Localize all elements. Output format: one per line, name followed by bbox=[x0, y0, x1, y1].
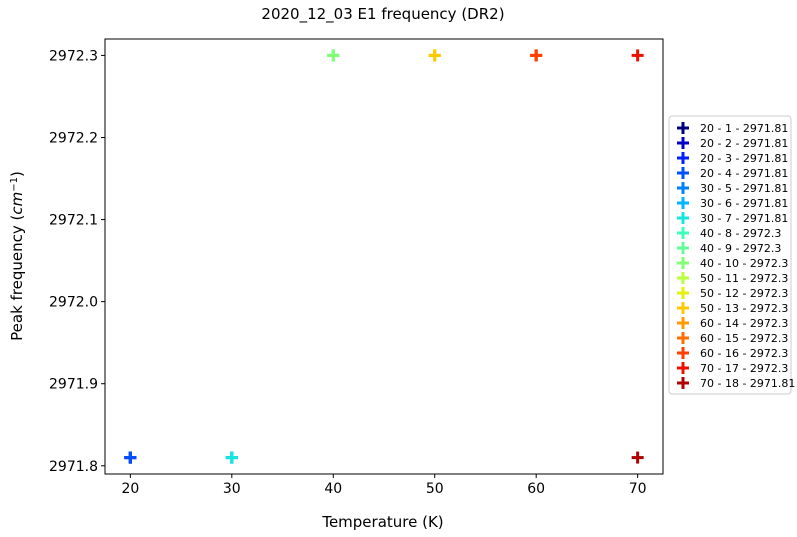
legend-label: 20 - 2 - 2971.81 bbox=[700, 137, 788, 150]
legend-label: 70 - 17 - 2972.3 bbox=[700, 362, 788, 375]
legend-entry: 30 - 6 - 2971.81 bbox=[677, 197, 788, 210]
data-markers bbox=[124, 49, 644, 464]
legend-entry: 50 - 12 - 2972.3 bbox=[677, 287, 788, 300]
y-axis-title-prefix: Peak frequency ( bbox=[8, 215, 26, 341]
legend-label: 70 - 18 - 2971.81 bbox=[700, 377, 795, 390]
legend-label: 50 - 12 - 2972.3 bbox=[700, 287, 788, 300]
legend-label: 30 - 6 - 2971.81 bbox=[700, 197, 788, 210]
legend-entry: 50 - 11 - 2972.3 bbox=[677, 272, 788, 285]
data-point-13 bbox=[428, 49, 441, 62]
y-axis-title-suffix: ) bbox=[8, 171, 26, 177]
plot-frame bbox=[104, 38, 664, 475]
legend-entry: 40 - 10 - 2972.3 bbox=[677, 257, 788, 270]
x-tick-label: 60 bbox=[527, 481, 545, 497]
data-point-18 bbox=[631, 451, 644, 464]
legend-entry: 20 - 4 - 2971.81 bbox=[677, 167, 788, 180]
y-axis-ticks: 2971.8 2971.9 2972.0 2972.1 2972.2 2972.3 bbox=[49, 48, 105, 475]
legend-label: 60 - 14 - 2972.3 bbox=[700, 317, 788, 330]
y-axis-title-unit: cm bbox=[8, 192, 26, 215]
legend-entry: 30 - 5 - 2971.81 bbox=[677, 182, 788, 195]
legend-entry: 70 - 18 - 2971.81 bbox=[677, 377, 795, 390]
legend-frame bbox=[668, 115, 792, 395]
legend-entry: 60 - 15 - 2972.3 bbox=[677, 332, 788, 345]
legend-entry: 20 - 2 - 2971.81 bbox=[677, 137, 788, 150]
legend-label: 40 - 10 - 2972.3 bbox=[700, 257, 788, 270]
legend-entry: 50 - 13 - 2972.3 bbox=[677, 302, 788, 315]
data-point-4 bbox=[124, 451, 137, 464]
y-tick-label: 2972.0 bbox=[49, 295, 98, 311]
legend-label: 60 - 16 - 2972.3 bbox=[700, 347, 788, 360]
legend-entry: 60 - 16 - 2972.3 bbox=[677, 347, 788, 360]
x-tick-label: 70 bbox=[629, 481, 647, 497]
y-axis-title-exponent: −1 bbox=[9, 177, 20, 192]
y-tick-label: 2972.1 bbox=[49, 213, 98, 229]
data-point-17 bbox=[631, 49, 644, 62]
x-tick-label: 50 bbox=[426, 481, 444, 497]
x-tick-label: 40 bbox=[324, 481, 342, 497]
legend-label: 60 - 15 - 2972.3 bbox=[700, 332, 788, 345]
x-axis-title: Temperature (K) bbox=[321, 513, 443, 531]
legend-entry: 20 - 3 - 2971.81 bbox=[677, 152, 788, 165]
legend-entry: 70 - 17 - 2972.3 bbox=[677, 362, 788, 375]
legend-label: 30 - 7 - 2971.81 bbox=[700, 212, 788, 225]
legend-label: 50 - 11 - 2972.3 bbox=[700, 272, 788, 285]
legend-entry: 60 - 14 - 2972.3 bbox=[677, 317, 788, 330]
legend-label: 30 - 5 - 2971.81 bbox=[700, 182, 788, 195]
y-tick-label: 2972.2 bbox=[49, 130, 98, 146]
y-axis-title: Peak frequency (cm−1) bbox=[8, 171, 26, 341]
legend-label: 20 - 1 - 2971.81 bbox=[700, 122, 788, 135]
legend-label: 50 - 13 - 2972.3 bbox=[700, 302, 788, 315]
y-tick-label: 2972.3 bbox=[49, 48, 98, 64]
legend-entry: 30 - 7 - 2971.81 bbox=[677, 212, 788, 225]
plot-area bbox=[104, 38, 664, 475]
x-tick-label: 30 bbox=[223, 481, 241, 497]
legend-label: 20 - 3 - 2971.81 bbox=[700, 152, 788, 165]
legend: 20 - 1 - 2971.81 20 - 2 - 2971.81 20 - 3 -… bbox=[668, 115, 795, 395]
chart-title: 2020_12_03 E1 frequency (DR2) bbox=[261, 5, 504, 24]
legend-label: 40 - 8 - 2972.3 bbox=[700, 227, 781, 240]
legend-entry: 40 - 8 - 2972.3 bbox=[677, 227, 781, 240]
x-tick-label: 20 bbox=[121, 481, 139, 497]
legend-entry: 20 - 1 - 2971.81 bbox=[677, 122, 788, 135]
data-point-10 bbox=[327, 49, 340, 62]
y-tick-label: 2971.8 bbox=[49, 459, 98, 475]
legend-entry: 40 - 9 - 2972.3 bbox=[677, 242, 781, 255]
data-point-16 bbox=[530, 49, 543, 62]
x-axis-ticks: 20 30 40 50 60 70 bbox=[121, 474, 647, 497]
y-tick-label: 2971.9 bbox=[49, 377, 98, 393]
legend-label: 20 - 4 - 2971.81 bbox=[700, 167, 788, 180]
data-point-7 bbox=[225, 451, 238, 464]
legend-label: 40 - 9 - 2972.3 bbox=[700, 242, 781, 255]
